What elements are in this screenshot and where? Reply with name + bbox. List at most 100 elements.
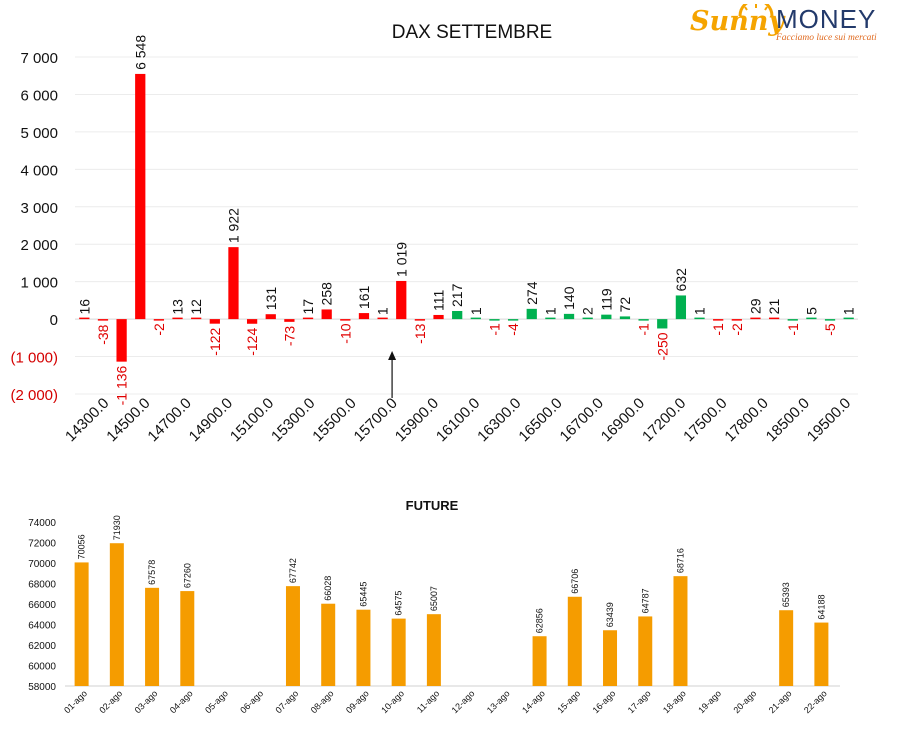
data-labels: 70056 71930 67578 67260 67742 66028 65445 64575…	[77, 515, 827, 633]
dax-settembre-chart: DAX SETTEMBRE 7 000 6 000 5 000 4 000 3 000 2…	[10, 22, 858, 445]
data-label: 2	[580, 307, 596, 315]
data-label: 1	[468, 307, 484, 315]
y-tick-label: 72000	[28, 539, 56, 550]
x-tick-label: 16100.0	[433, 395, 483, 445]
bar	[452, 310, 463, 320]
y-tick-label: 5 000	[20, 125, 58, 142]
bar	[731, 319, 742, 321]
x-tick-label: 03-ago	[133, 688, 160, 715]
bar	[74, 562, 89, 686]
x-tick-label: 07-ago	[273, 688, 300, 715]
data-label: 632	[673, 268, 689, 292]
bar	[340, 319, 351, 321]
bar	[675, 295, 687, 320]
data-label: 63439	[605, 602, 615, 627]
data-label: 65393	[781, 582, 791, 607]
x-tick-label: 17800.0	[721, 395, 771, 445]
data-label: -122	[207, 327, 223, 355]
data-label: 131	[263, 287, 279, 311]
gridlines	[75, 56, 858, 395]
bar	[779, 610, 794, 686]
data-label: -1 136	[114, 365, 130, 405]
logo-brand-sunny: Sunny	[690, 6, 785, 37]
data-label: 66706	[570, 569, 580, 594]
data-label: 72	[617, 297, 633, 313]
bars	[74, 543, 829, 686]
x-tick-label: 16700.0	[557, 395, 607, 445]
x-tick-label: 17200.0	[639, 395, 689, 445]
data-label: 119	[598, 288, 614, 311]
data-label: -13	[412, 323, 428, 343]
y-tick-label: 60000	[28, 662, 56, 673]
bar	[433, 314, 444, 320]
data-label: -10	[337, 323, 353, 343]
bar	[396, 280, 407, 320]
bar	[302, 317, 314, 320]
data-label: -2	[151, 323, 167, 336]
data-label: 140	[561, 286, 577, 310]
x-tick-label: 21-ago	[767, 688, 794, 715]
x-tick-label: 08-ago	[309, 688, 336, 715]
data-label: 64787	[640, 588, 650, 613]
bar	[116, 319, 127, 362]
bar	[768, 317, 780, 320]
x-tick-label: 15500.0	[309, 395, 359, 445]
data-label: -1	[785, 323, 801, 336]
y-tick-label: 64000	[28, 621, 56, 632]
logo-tagline: Facciamo luce sui mercati	[776, 33, 877, 43]
bar	[567, 596, 582, 686]
bar	[563, 313, 575, 320]
x-tick-label: 02-ago	[97, 688, 124, 715]
data-label: -2	[729, 323, 745, 336]
bar	[526, 308, 537, 320]
bar	[97, 319, 109, 321]
data-label: -4	[505, 323, 521, 336]
bar	[191, 317, 202, 320]
logo-brand-money: MONEY	[776, 4, 877, 34]
bar	[109, 543, 124, 686]
x-tick-label: 17500.0	[680, 395, 730, 445]
data-label: 64188	[816, 595, 826, 620]
x-tick-label: 19-ago	[696, 688, 723, 715]
bar	[638, 616, 653, 686]
bar	[673, 576, 688, 686]
x-tick-label: 18-ago	[661, 688, 688, 715]
data-label: 1	[542, 307, 558, 315]
y-axis-ticks: 74000 72000 70000 68000 66000 64000 62000 60000…	[28, 518, 840, 693]
x-tick-label: 06-ago	[238, 688, 265, 715]
x-tick-label: 12-ago	[450, 688, 477, 715]
bar	[321, 309, 332, 320]
data-label: 68716	[675, 548, 685, 573]
bar	[209, 319, 220, 324]
y-tick-label: 7 000	[20, 50, 58, 67]
chart-title: DAX SETTEMBRE	[392, 22, 552, 43]
x-tick-label: 14-ago	[520, 688, 547, 715]
data-label: 161	[356, 286, 372, 310]
y-tick-label: 68000	[28, 580, 56, 591]
data-label: 1	[841, 307, 857, 315]
y-tick-label: 0	[50, 312, 58, 329]
x-tick-label: 15900.0	[392, 395, 442, 445]
data-label: 274	[524, 281, 540, 305]
y-tick-label: 4 000	[20, 162, 58, 179]
arrow-head	[388, 351, 397, 360]
bar	[843, 317, 854, 320]
x-tick-label: 16-ago	[591, 688, 618, 715]
data-label: 65007	[429, 586, 439, 611]
bar	[601, 314, 612, 320]
data-label: -1	[710, 323, 726, 336]
data-label: 71930	[112, 515, 122, 540]
data-label: -73	[281, 326, 297, 346]
x-tick-label: 19500.0	[804, 395, 854, 445]
data-label: 111	[431, 289, 447, 310]
x-tick-label: 16900.0	[598, 395, 648, 445]
x-tick-label: 15700.0	[351, 395, 401, 445]
data-label: 66028	[323, 576, 333, 601]
x-tick-label: 14700.0	[144, 395, 194, 445]
bar	[694, 317, 705, 320]
x-tick-label: 20-ago	[731, 688, 758, 715]
bar	[246, 319, 258, 324]
bar	[172, 317, 183, 320]
bar	[391, 618, 406, 686]
x-tick-label: 15-ago	[555, 688, 582, 715]
